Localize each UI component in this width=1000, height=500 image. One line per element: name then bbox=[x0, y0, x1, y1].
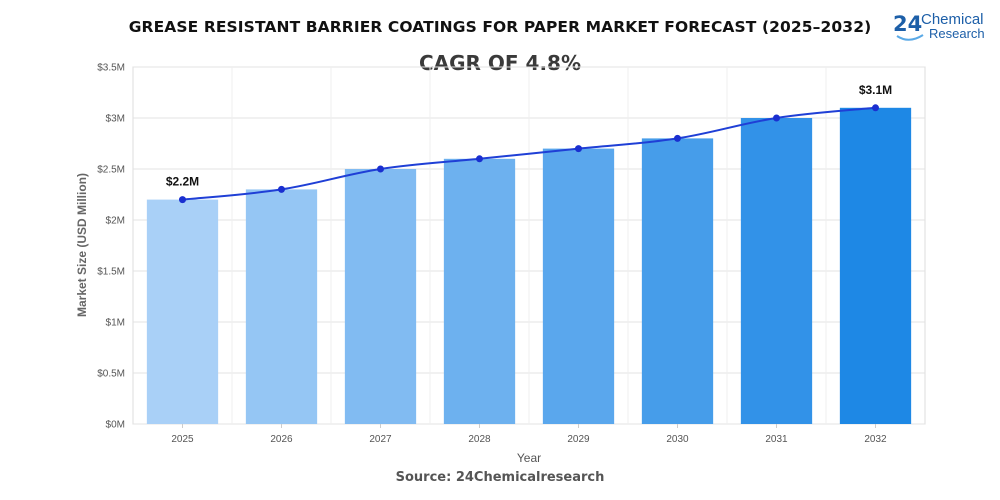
logo-word-chemical: Chemical bbox=[921, 11, 984, 28]
x-tick-label: 2027 bbox=[369, 434, 392, 445]
x-tick-label: 2028 bbox=[468, 434, 491, 445]
data-point-2028 bbox=[476, 155, 483, 163]
trend-line bbox=[182, 106, 876, 201]
y-tick-label: $1M bbox=[106, 318, 125, 329]
x-tick-label: 2030 bbox=[666, 434, 689, 445]
bar-2030 bbox=[641, 138, 714, 424]
y-tick-label: $0.5M bbox=[97, 369, 125, 380]
chart-title: GREASE RESISTANT BARRIER COATINGS FOR PA… bbox=[128, 18, 872, 36]
y-tick-label: $3.5M bbox=[97, 63, 125, 74]
y-tick-label: $0M bbox=[106, 420, 125, 431]
logo-swirl-icon bbox=[896, 34, 924, 41]
x-tick-label: 2029 bbox=[567, 434, 590, 445]
x-axis-title: Year bbox=[517, 451, 541, 465]
y-axis-title: Market Size (USD Million) bbox=[75, 173, 89, 317]
data-point-2031 bbox=[773, 114, 780, 122]
data-point-2030 bbox=[674, 134, 681, 142]
data-point-2029 bbox=[575, 145, 582, 153]
logo-word-research: Research bbox=[929, 26, 985, 41]
x-tick-label: 2026 bbox=[270, 434, 293, 445]
data-point-2025 bbox=[179, 196, 186, 204]
bar-2031 bbox=[740, 118, 813, 424]
data-point-2032 bbox=[872, 104, 879, 112]
data-label-2025: $2.2M bbox=[166, 175, 199, 189]
x-tick-label: 2025 bbox=[171, 434, 194, 445]
data-label-2032: $3.1M bbox=[859, 83, 892, 97]
y-tick-label: $2.5M bbox=[97, 165, 125, 176]
cagr-label: CAGR OF 4.8% bbox=[418, 51, 582, 75]
y-tick-label: $1.5M bbox=[97, 267, 125, 278]
source-note: Source: 24Chemicalresearch bbox=[395, 470, 605, 485]
bar-2032 bbox=[839, 107, 912, 425]
x-tick-label: 2032 bbox=[864, 434, 887, 445]
data-point-2027 bbox=[377, 165, 384, 173]
bar-2026 bbox=[245, 189, 318, 424]
bar-2027 bbox=[344, 169, 417, 424]
brand-logo: 24 Chemical Research bbox=[893, 8, 993, 44]
x-tick-label: 2031 bbox=[765, 434, 788, 445]
y-tick-label: $3M bbox=[106, 114, 125, 125]
bar-2025 bbox=[146, 199, 219, 424]
y-tick-label: $2M bbox=[106, 216, 125, 227]
bar-2029 bbox=[542, 148, 615, 424]
bar-2028 bbox=[443, 158, 516, 425]
logo-number: 24 bbox=[893, 12, 923, 36]
data-point-2026 bbox=[278, 185, 285, 193]
